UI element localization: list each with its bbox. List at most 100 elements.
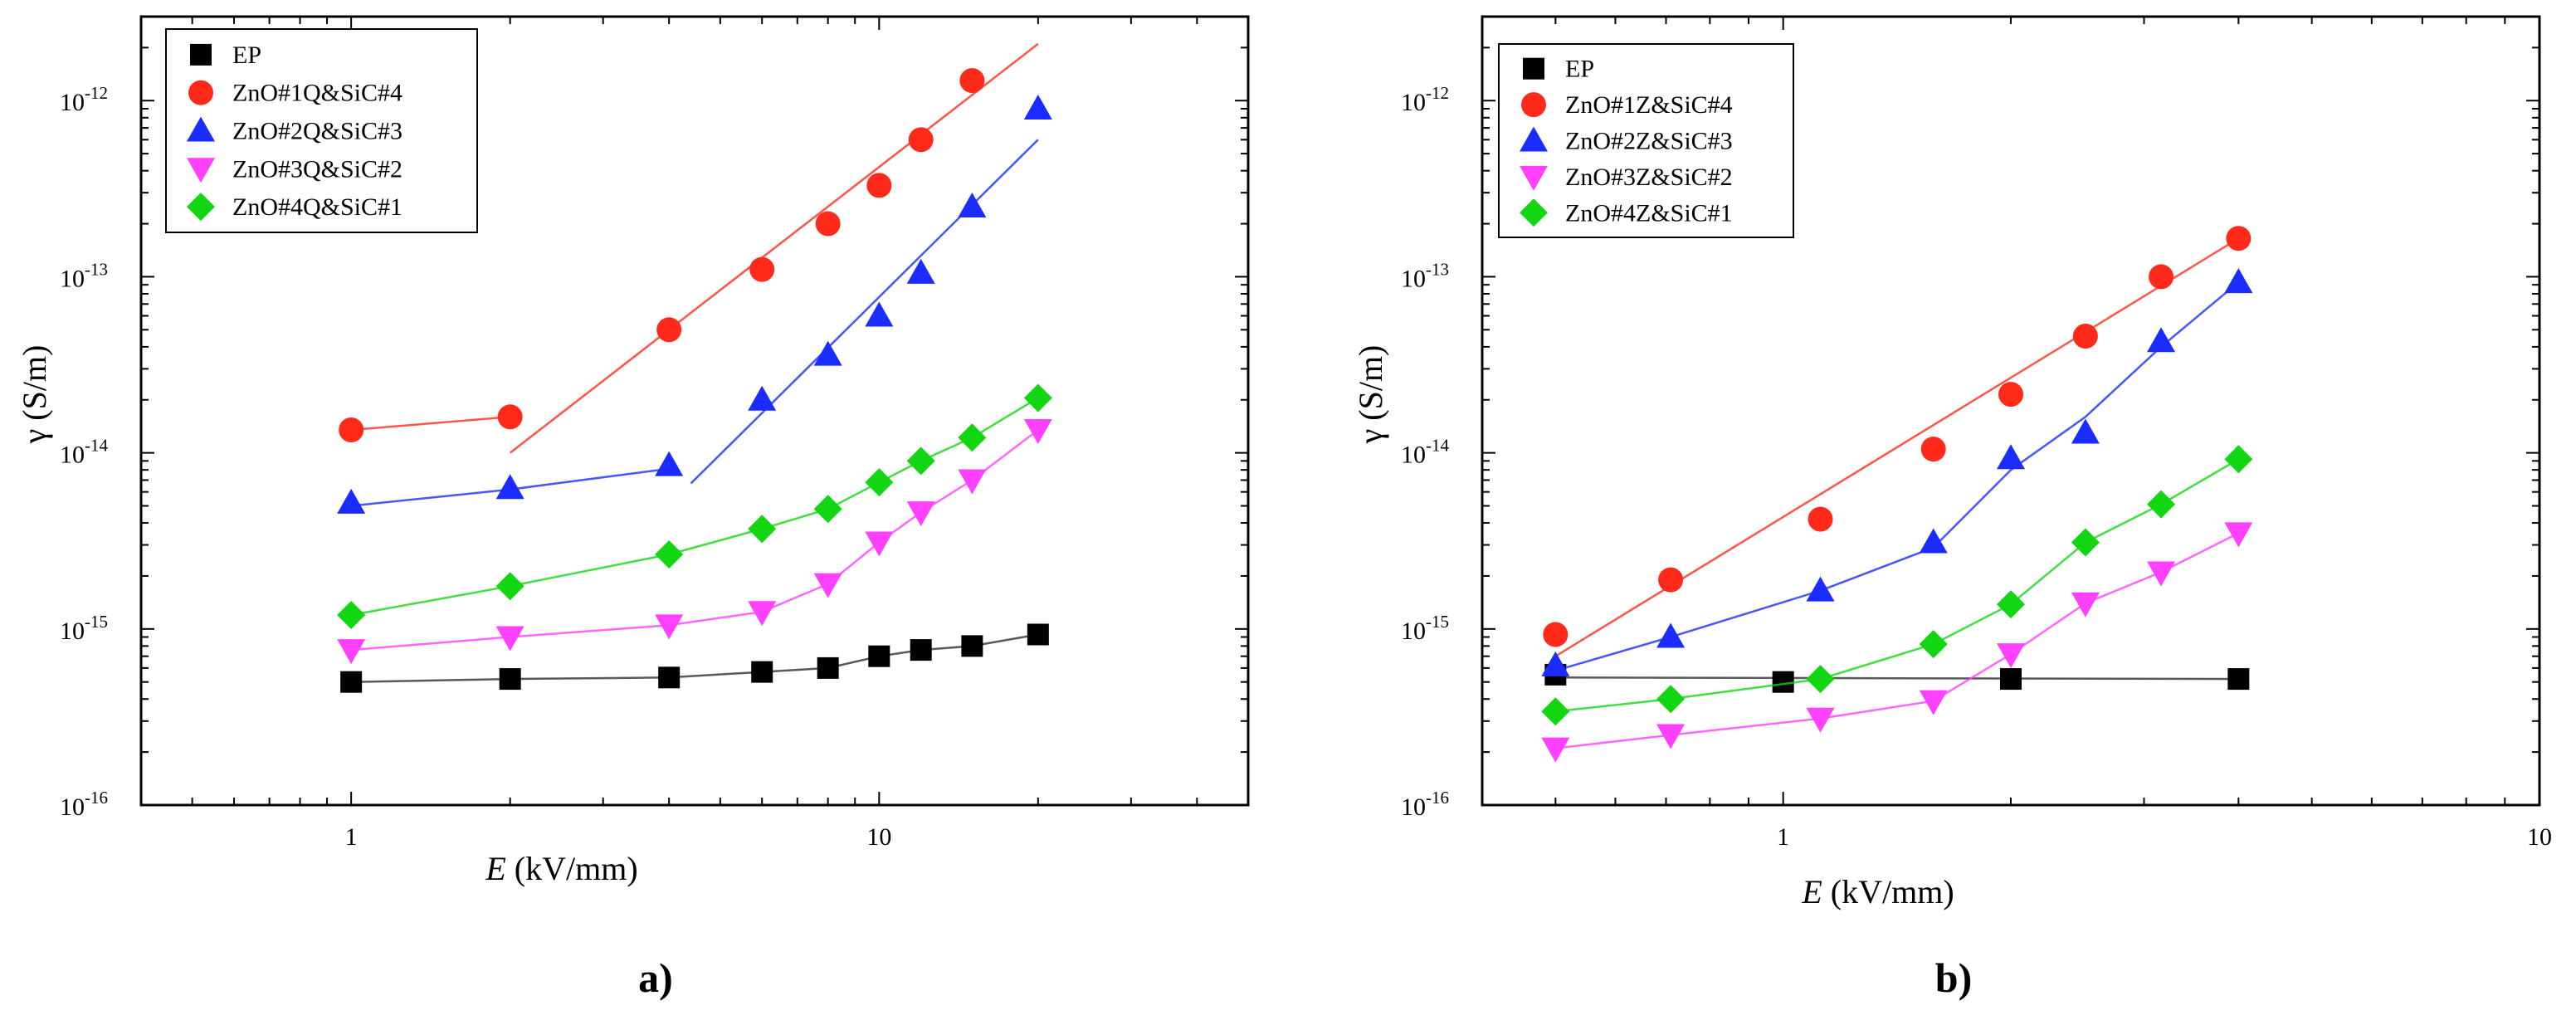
data-point [906,501,935,527]
series-4 [1541,445,2253,726]
data-point [655,540,684,569]
data-point [2227,668,2250,691]
data-point [499,668,521,691]
data-point [2147,327,2176,353]
y-tick-label-exponent: -15 [1426,612,1449,632]
data-point [1023,418,1052,444]
y-tick-label-exponent: -14 [1426,436,1449,456]
data-point [2226,226,2252,251]
legend-label: ZnO#4Q&SiC#1 [232,193,402,221]
data-point [339,417,364,442]
y-tick-label: 10-12 [1401,83,1449,116]
data-point [959,68,985,94]
y-tick-label: 10-13 [60,259,108,292]
data-point [906,258,935,284]
series-1 [1543,226,2252,657]
data-point [656,317,682,343]
data-point [340,671,363,693]
legend-marker [187,193,215,222]
legend-label: ZnO#2Q&SiC#3 [232,118,402,145]
legend-marker [187,116,215,142]
data-point [868,645,890,667]
legend-marker [1520,165,1548,191]
x-axis-label: E (kV/mm) [1801,873,1954,910]
x-axis-label-variable: E [1801,873,1822,910]
data-point [2071,592,2100,617]
data-point [495,474,524,500]
legend: EP ZnO#1Q&SiC#4 ZnO#2Q&SiC#3 ZnO#3Q&SiC#2 Zn… [165,28,478,233]
data-point [1808,506,1833,532]
data-point [865,468,894,497]
legend-label: ZnO#4Z&SiC#1 [1565,199,1733,227]
series-1 [339,42,1039,454]
data-point [958,192,987,217]
data-point [815,211,841,237]
y-tick-label-base: 10 [1401,265,1426,292]
data-point [2224,522,2253,548]
data-point [1806,665,1835,694]
x-tick-label: 10 [866,823,891,851]
data-point [910,639,932,661]
legend-marker [1520,198,1548,227]
data-point [865,531,894,557]
data-point [865,301,894,327]
data-point [1919,528,1948,554]
data-point [813,340,842,366]
data-point [1027,623,1049,646]
legend-box [1498,43,1794,238]
data-point [2071,418,2100,444]
fit-line [1555,676,2239,681]
fit-line [351,416,510,432]
data-point [2147,490,2176,519]
y-tick-label: 10-14 [1401,436,1449,469]
y-tick-label-exponent: -14 [85,436,108,456]
legend-label: ZnO#3Z&SiC#2 [1565,164,1733,191]
data-point [749,256,775,282]
data-point [1541,697,1570,726]
y-tick-label: 10-15 [1401,612,1449,645]
fit-line [690,139,1039,485]
data-point [1998,382,2023,408]
data-point [813,573,842,598]
data-point [2224,268,2253,294]
data-point [908,127,934,153]
fit-line [1555,458,2239,713]
y-tick-label: 10-16 [1401,788,1449,821]
y-tick-label-base: 10 [1401,442,1426,469]
x-axis-label-unit: (kV/mm) [506,850,638,887]
y-tick-label-base: 10 [1401,793,1426,821]
series-2 [337,94,1052,514]
plot-frame [139,15,1250,807]
data-point [2071,528,2100,557]
data-point [1541,737,1570,763]
x-tick-label: 10 [2527,823,2552,851]
data-point [2072,323,2098,349]
y-tick-label: 10-16 [60,788,108,821]
data-point [655,451,684,476]
data-point [1023,94,1052,120]
fit-line [1555,532,2239,749]
legend-label: ZnO#1Q&SiC#4 [232,80,402,107]
legend-marker [1521,92,1546,118]
legend: EP ZnO#1Z&SiC#4 ZnO#2Z&SiC#3 ZnO#3Z&SiC#2 Zn… [1498,43,1794,238]
panel-b-label: b) [1935,954,1972,1001]
data-point [813,495,842,524]
data-point [655,614,684,640]
data-point [866,173,892,198]
data-point [2149,264,2174,290]
y-axis-label: γ (S/m) [16,345,53,445]
legend-marker [1523,57,1544,80]
y-tick-label: 10-12 [60,83,108,116]
fit-line [509,42,1039,454]
data-point [497,404,523,430]
data-point [1919,630,1948,659]
data-point [1656,685,1686,714]
data-point [1656,622,1686,648]
data-point [751,661,773,683]
legend-label: EP [1565,56,1594,83]
data-point [1806,707,1835,733]
data-point [1658,567,1684,593]
